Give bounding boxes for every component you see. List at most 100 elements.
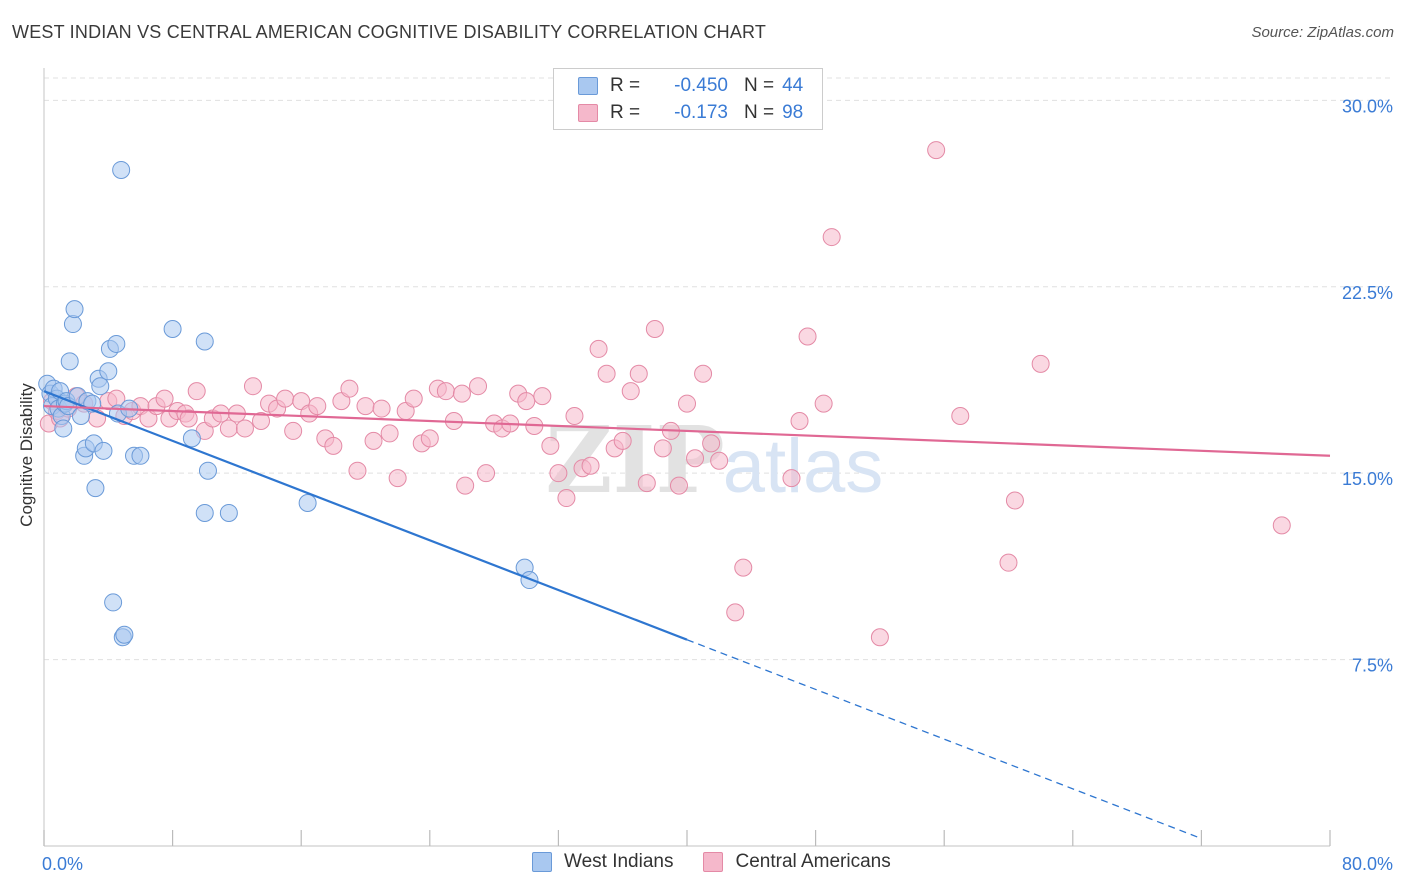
central-american-point	[1272, 516, 1291, 535]
x-tick-label: 80.0%	[1342, 854, 1393, 874]
west-indian-point	[91, 377, 110, 396]
central-american-point	[645, 320, 664, 339]
west-indian-point	[107, 334, 126, 353]
central-american-point	[404, 389, 423, 408]
west-indian-point	[112, 160, 131, 179]
central-american-point	[243, 377, 262, 396]
central-american-point	[549, 464, 568, 483]
central-american-point	[364, 431, 383, 450]
central-american-point	[372, 399, 391, 418]
series-legend: West Indians Central Americans	[532, 851, 921, 873]
central-american-point	[782, 469, 801, 488]
stats-legend: R = -0.450 N = 44 R = -0.173 N = 98	[553, 68, 823, 130]
central-american-point	[686, 449, 705, 468]
west-indian-point	[115, 625, 134, 644]
central-american-point	[798, 327, 817, 346]
west-indian-point	[195, 332, 214, 351]
central-american-point	[951, 407, 970, 426]
central-american-point	[356, 397, 375, 416]
central-american-point	[597, 364, 616, 383]
central-american-point	[469, 377, 488, 396]
west-indian-point	[65, 300, 84, 319]
central-american-point	[822, 228, 841, 247]
west-indian-point	[104, 593, 123, 612]
n-label: N =	[744, 102, 775, 123]
stats-row-west-indians: R = -0.450 N = 44	[578, 73, 803, 99]
west-indians-trend-line	[43, 390, 688, 641]
central-americans-trend-line	[43, 404, 1331, 457]
central-american-point	[155, 389, 174, 408]
central-american-point	[870, 628, 889, 647]
r-value: -0.450	[674, 75, 728, 96]
west-indian-point	[131, 446, 150, 465]
west-indian-point	[298, 494, 317, 513]
central-american-point	[420, 429, 439, 448]
central-american-point	[814, 394, 833, 413]
legend-swatch-blue	[532, 852, 552, 872]
central-american-point	[380, 424, 399, 443]
west-indian-point	[63, 315, 82, 334]
legend-swatch-pink	[703, 852, 724, 872]
west-indian-point	[86, 479, 105, 498]
west-indian-point	[182, 429, 201, 448]
y-tick-label: 22.5%	[1342, 283, 1393, 303]
legend-item-west-indians[interactable]: West Indians	[532, 851, 673, 873]
central-american-point	[340, 379, 359, 398]
trend-lines	[43, 390, 1331, 840]
central-american-point	[452, 384, 471, 403]
central-american-point	[694, 364, 713, 383]
r-label: R =	[610, 102, 641, 123]
n-value: 98	[782, 102, 804, 123]
west-indian-point	[54, 419, 73, 438]
central-american-point	[179, 409, 198, 428]
x-tick-label: 0.0%	[42, 854, 83, 874]
west-indian-point	[94, 441, 113, 460]
legend-label: West Indians	[564, 851, 674, 872]
central-american-point	[219, 419, 238, 438]
central-american-point	[629, 364, 648, 383]
central-american-point	[653, 439, 672, 458]
central-american-point	[1031, 354, 1050, 373]
west-indian-point	[198, 461, 217, 480]
grid-lines	[44, 77, 1392, 661]
central-american-point	[324, 436, 343, 455]
central-american-point	[252, 411, 271, 430]
central-americans-points	[39, 141, 1291, 647]
r-value: -0.173	[674, 102, 728, 123]
legend-swatch-blue	[578, 77, 598, 95]
central-american-point	[477, 464, 496, 483]
west-indian-point	[60, 352, 79, 371]
central-american-point	[276, 389, 295, 408]
r-label: R =	[610, 75, 641, 96]
source-label: Source: ZipAtlas.com	[1251, 24, 1394, 41]
y-tick-label: 7.5%	[1352, 656, 1393, 676]
central-american-point	[456, 476, 475, 495]
legend-swatch-pink	[578, 104, 598, 122]
west-indian-point	[163, 320, 182, 339]
central-american-point	[710, 451, 729, 470]
central-american-point	[613, 431, 632, 450]
axes	[43, 68, 1331, 847]
central-american-point	[790, 411, 809, 430]
central-american-point	[702, 434, 721, 453]
central-american-point	[436, 382, 455, 401]
chart-title: WEST INDIAN VS CENTRAL AMERICAN COGNITIV…	[12, 22, 767, 42]
central-american-point	[734, 558, 753, 577]
central-american-point	[726, 603, 745, 622]
central-american-point	[621, 382, 640, 401]
central-american-point	[565, 407, 584, 426]
central-american-point	[927, 141, 946, 160]
n-label: N =	[744, 75, 775, 96]
legend-label: Central Americans	[735, 851, 891, 872]
y-tick-label: 30.0%	[1342, 96, 1393, 116]
central-american-point	[517, 392, 536, 411]
central-american-point	[999, 553, 1018, 572]
central-american-point	[308, 397, 327, 416]
central-american-point	[388, 469, 407, 488]
central-american-point	[669, 476, 688, 495]
legend-item-central-americans[interactable]: Central Americans	[703, 851, 891, 873]
central-american-point	[1005, 491, 1024, 510]
west-indian-point	[99, 362, 118, 381]
y-axis-label: Cognitive Disability	[17, 383, 36, 527]
